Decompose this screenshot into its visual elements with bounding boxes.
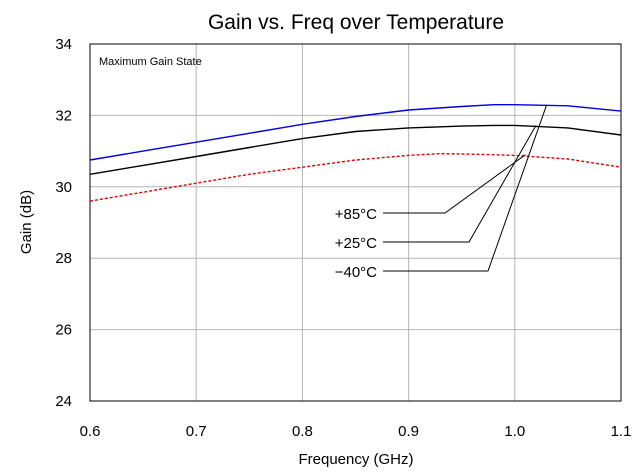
y-tick-label: 32 [55, 107, 72, 124]
chart-title: Gain vs. Freq over Temperature [208, 11, 504, 34]
series-layer [89, 103, 622, 202]
series-line-25c [89, 124, 622, 175]
y-tick-label: 30 [55, 179, 72, 196]
x-tick-label: 0.9 [398, 423, 419, 440]
callout-line-25c [383, 125, 537, 243]
series-line-minus40c [89, 103, 622, 161]
series-line-85c [89, 152, 622, 202]
y-tick-label: 24 [55, 393, 72, 410]
legend-label-minus40c: −40°C [335, 264, 377, 281]
x-tick-label: 0.7 [186, 423, 207, 440]
grid [90, 44, 621, 401]
y-tick-label: 34 [55, 36, 72, 53]
y-tick-label: 26 [55, 322, 72, 339]
y-tick-label: 28 [55, 250, 72, 267]
x-tick-label: 1.1 [611, 423, 632, 440]
plot-area-border [89, 43, 622, 402]
x-tick-label: 0.8 [292, 423, 313, 440]
x-tick-label: 1.0 [504, 423, 525, 440]
legend-label-85c: +85°C [335, 206, 377, 223]
y-axis-label: Gain (dB) [18, 190, 35, 254]
x-axis-label: Frequency (GHz) [298, 451, 413, 468]
gain-state-note: Maximum Gain State [99, 56, 202, 68]
x-tick-label: 0.6 [80, 423, 101, 440]
legend-label-25c: +25°C [335, 235, 377, 252]
ticks-layer: 0.6 0.7 0.8 0.9 1.0 1.1 24 26 28 30 32 34 [55, 36, 631, 440]
callout-line-minus40c [383, 104, 548, 272]
callout-line-85c [383, 154, 526, 214]
legend-layer: +85°C +25°C −40°C [335, 104, 548, 281]
